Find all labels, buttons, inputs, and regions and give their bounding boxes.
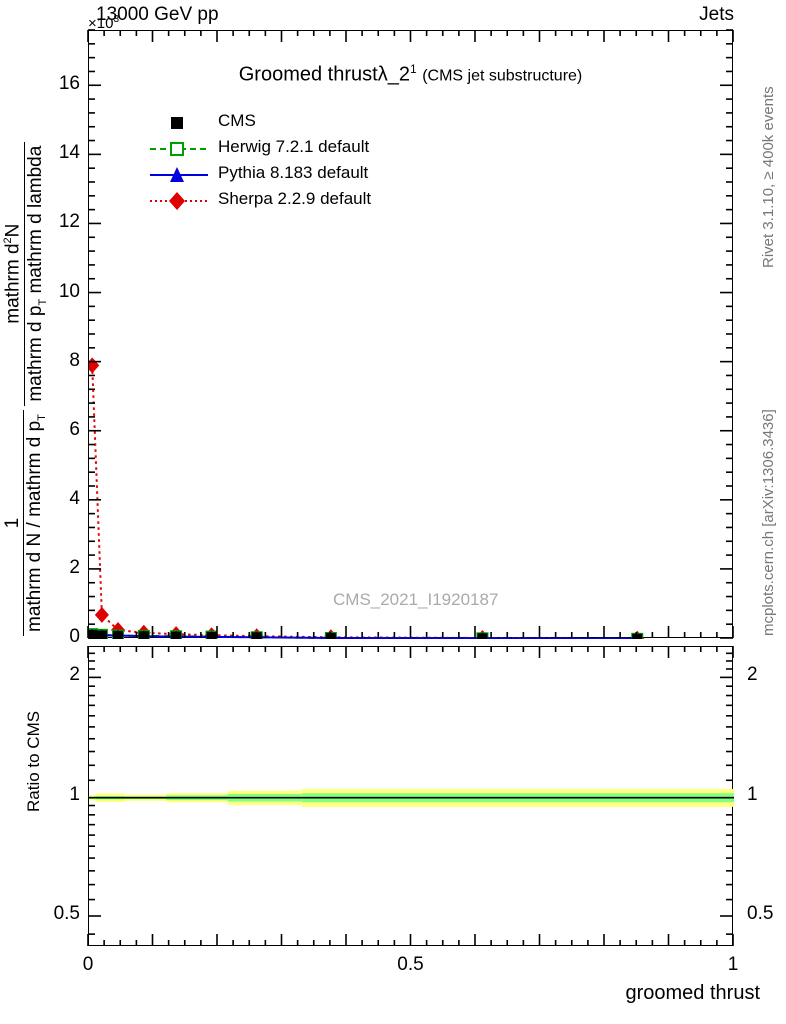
legend-marker-herwig xyxy=(150,142,208,156)
legend-marker-pythia xyxy=(150,167,208,182)
scale-exponent: 3 xyxy=(113,14,120,25)
scale-prefix: ×10 xyxy=(88,15,114,32)
main-y-tick-label: 4 xyxy=(69,487,80,509)
data-point-cms xyxy=(171,631,182,639)
ratio-y-tick-label-right: 0.5 xyxy=(747,902,774,924)
header-beam-label: 13000 GeV pp xyxy=(96,4,219,25)
data-point-cms xyxy=(206,631,217,639)
x-tick-label: 0 xyxy=(82,954,94,975)
y-frac1-denominator: mathrm d N / mathrm d pT xyxy=(23,410,49,636)
y-frac2-numerator: mathrm d2N xyxy=(2,142,24,406)
plot-title: Groomed thrustλ_21 (CMS jet substructure… xyxy=(88,62,733,87)
ratio-y-tick-label-right: 2 xyxy=(747,664,758,686)
y-frac2-den-sub: T xyxy=(36,298,49,306)
data-point-cms xyxy=(113,630,124,639)
y-frac1-den-sub: T xyxy=(36,414,49,421)
main-y-tick-label: 10 xyxy=(58,280,80,302)
data-point-cms xyxy=(325,632,336,639)
data-point-sherpa xyxy=(94,606,109,623)
data-point-cms xyxy=(96,630,107,639)
ratio-y-tick-label-right: 1 xyxy=(747,783,758,805)
main-y-tick-label: 8 xyxy=(69,349,80,371)
legend-label-pythia: Pythia 8.183 default xyxy=(218,163,369,182)
main-y-tick-label: 12 xyxy=(58,211,80,233)
y-frac2-den-a: mathrm d p xyxy=(24,305,46,402)
x-tick-label: 1 xyxy=(727,954,739,975)
ratio-y-tick-label-left: 2 xyxy=(69,664,80,686)
legend-label-sherpa: Sherpa 2.2.9 default xyxy=(218,189,372,208)
main-y-tick-label: 2 xyxy=(69,556,80,578)
y-frac2-den-b: mathrm d lambda xyxy=(24,145,46,299)
header-category-label: Jets xyxy=(699,4,734,25)
data-point-cms xyxy=(477,633,488,639)
y-axis-label: 1 mathrm d N / mathrm d pT mathrm d2N ma… xyxy=(2,141,49,636)
y-frac2-num-b: N xyxy=(2,223,24,238)
ratio-plot-canvas xyxy=(89,788,734,807)
credit-mcplots: mcplots.cern.ch [arXiv:1306.3436] xyxy=(760,409,777,636)
x-tick-label: 0.5 xyxy=(397,954,424,975)
plot-title-observable: λ_2 xyxy=(377,63,410,86)
legend-marker-sherpa xyxy=(150,192,208,210)
y-scale-exponent: ×103 xyxy=(88,14,119,32)
main-y-tick-label: 14 xyxy=(58,142,80,164)
data-point-cms xyxy=(89,629,98,639)
data-point-cms xyxy=(138,631,149,639)
y-frac2-num-a: mathrm d xyxy=(2,243,24,324)
main-y-tick-label: 0 xyxy=(69,626,80,647)
plot-title-main: Groomed thrust xyxy=(238,63,378,86)
credit-rivet: Rivet 3.1.10, ≥ 400k events xyxy=(760,86,777,268)
main-y-tick-label: 6 xyxy=(69,418,80,440)
y-frac2-num-sup: 2 xyxy=(2,237,14,244)
data-point-cms xyxy=(251,632,262,639)
y-frac1-den-text: mathrm d N / mathrm d p xyxy=(24,420,46,632)
legend-label-herwig: Herwig 7.2.1 default xyxy=(218,137,370,156)
y-axis-fraction-1: 1 mathrm d N / mathrm d pT xyxy=(2,410,49,636)
main-y-tick-label: 16 xyxy=(58,73,80,95)
y-axis-fraction-2: mathrm d2N mathrm d pT mathrm d lambda xyxy=(2,141,49,406)
series-line-pythia xyxy=(92,633,638,639)
ratio-y-tick-label-left: 1 xyxy=(69,783,80,805)
plot-title-suffix: (CMS jet substructure) xyxy=(422,67,583,85)
ratio-y-tick-label-left: 0.5 xyxy=(53,902,80,924)
watermark-analysis-id: CMS_2021_I1920187 xyxy=(333,590,499,609)
y-frac2-denominator: mathrm d pT mathrm d lambda xyxy=(23,141,49,406)
data-point-cms xyxy=(632,633,643,639)
legend-marker-cms xyxy=(171,117,183,129)
ratio-plot-frame xyxy=(88,646,734,946)
plot-title-observable-sup: 1 xyxy=(409,62,417,76)
legend-label-cms: CMS xyxy=(218,111,256,130)
y-frac1-numerator: 1 xyxy=(2,517,24,529)
x-axis-title: groomed thrust xyxy=(625,982,760,1004)
